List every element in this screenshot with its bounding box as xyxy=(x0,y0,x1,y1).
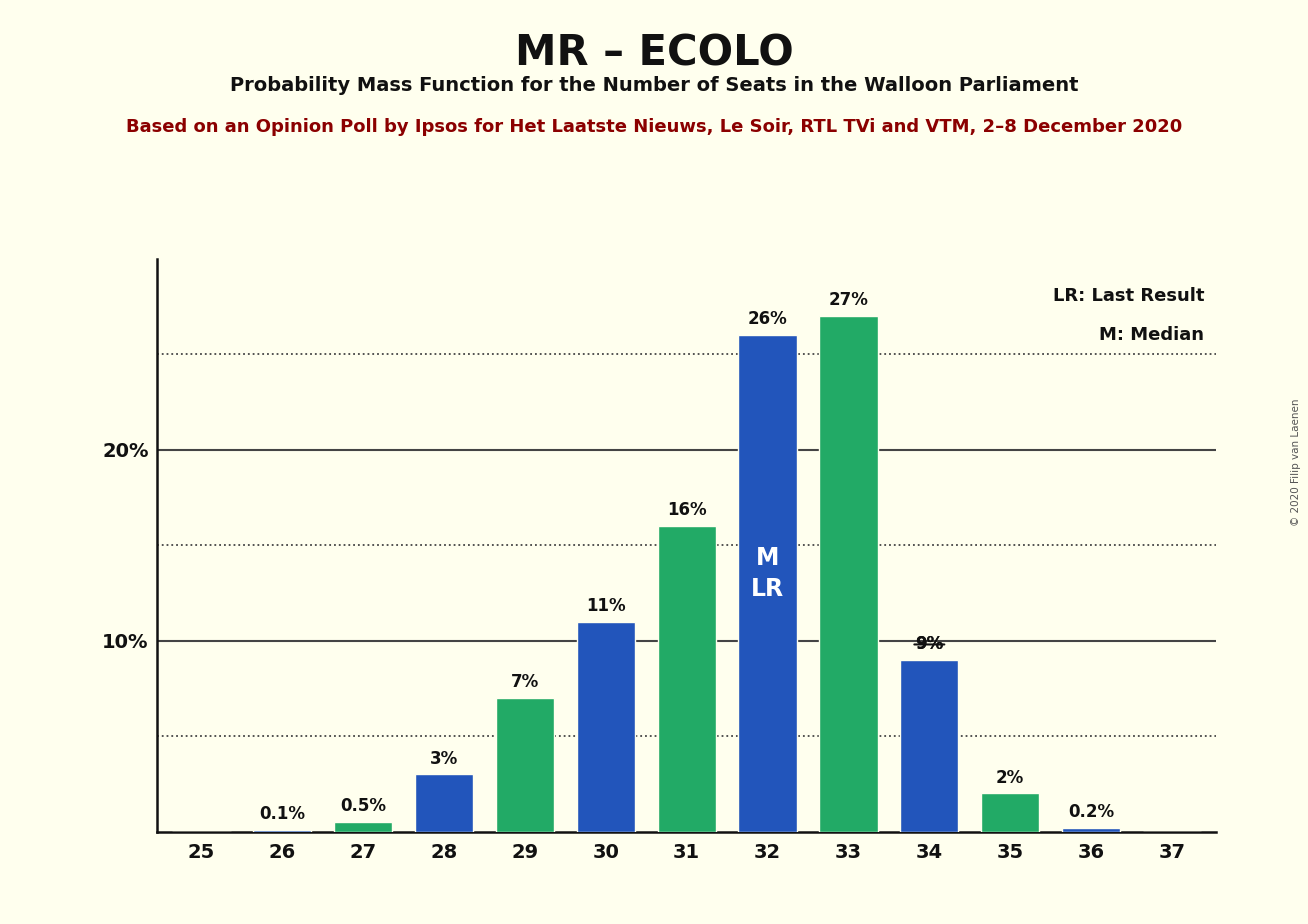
Bar xyxy=(577,622,634,832)
Bar xyxy=(496,698,555,832)
Text: MR – ECOLO: MR – ECOLO xyxy=(514,32,794,74)
Text: 3%: 3% xyxy=(430,749,458,768)
Text: © 2020 Filip van Laenen: © 2020 Filip van Laenen xyxy=(1291,398,1301,526)
Text: 11%: 11% xyxy=(586,597,625,614)
Text: 27%: 27% xyxy=(828,291,869,310)
Text: 16%: 16% xyxy=(667,502,706,519)
Text: 2%: 2% xyxy=(997,769,1024,786)
Text: 0.2%: 0.2% xyxy=(1069,803,1114,821)
Text: Based on an Opinion Poll by Ipsos for Het Laatste Nieuws, Le Soir, RTL TVi and V: Based on an Opinion Poll by Ipsos for He… xyxy=(126,118,1182,136)
Bar xyxy=(658,526,715,832)
Bar xyxy=(1062,828,1120,832)
Text: Probability Mass Function for the Number of Seats in the Walloon Parliament: Probability Mass Function for the Number… xyxy=(230,76,1078,95)
Text: 7%: 7% xyxy=(511,674,539,691)
Bar xyxy=(981,794,1040,832)
Text: M
LR: M LR xyxy=(751,546,783,602)
Text: M: Median: M: Median xyxy=(1099,325,1205,344)
Bar xyxy=(900,660,959,832)
Text: LR: Last Result: LR: Last Result xyxy=(1053,287,1205,305)
Text: 9%: 9% xyxy=(916,635,943,653)
Bar xyxy=(415,774,473,832)
Text: 0.1%: 0.1% xyxy=(259,805,305,823)
Bar xyxy=(334,822,392,832)
Bar xyxy=(739,335,797,832)
Bar xyxy=(819,316,878,832)
Text: 0.5%: 0.5% xyxy=(340,797,386,815)
Bar xyxy=(254,830,311,832)
Text: 9%: 9% xyxy=(916,635,943,653)
Text: 26%: 26% xyxy=(748,310,787,328)
